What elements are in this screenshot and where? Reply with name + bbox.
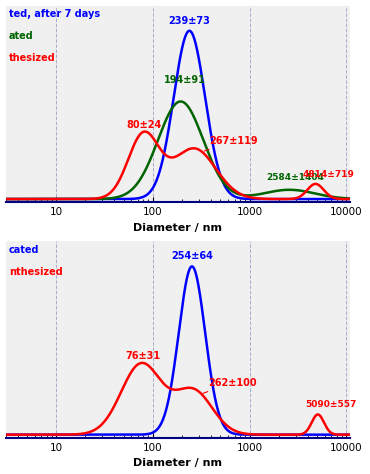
X-axis label: Diameter / nm: Diameter / nm — [133, 458, 222, 468]
Text: 5090±557: 5090±557 — [306, 401, 357, 410]
Text: 194±91: 194±91 — [164, 74, 206, 85]
Text: 4814±719: 4814±719 — [302, 170, 354, 179]
Text: 2584±1404: 2584±1404 — [266, 173, 324, 182]
Text: ted, after 7 days: ted, after 7 days — [9, 9, 100, 19]
Text: ated: ated — [9, 31, 34, 41]
Text: 262±100: 262±100 — [203, 378, 256, 393]
Text: 254±64: 254±64 — [171, 251, 213, 261]
Text: 76±31: 76±31 — [125, 351, 161, 361]
Text: 239±73: 239±73 — [168, 16, 210, 26]
X-axis label: Diameter / nm: Diameter / nm — [133, 223, 222, 233]
Text: 267±119: 267±119 — [204, 136, 258, 151]
Text: nthesized: nthesized — [9, 267, 63, 277]
Text: cated: cated — [9, 245, 40, 255]
Text: 80±24: 80±24 — [126, 120, 161, 130]
Text: thesized: thesized — [9, 53, 56, 63]
